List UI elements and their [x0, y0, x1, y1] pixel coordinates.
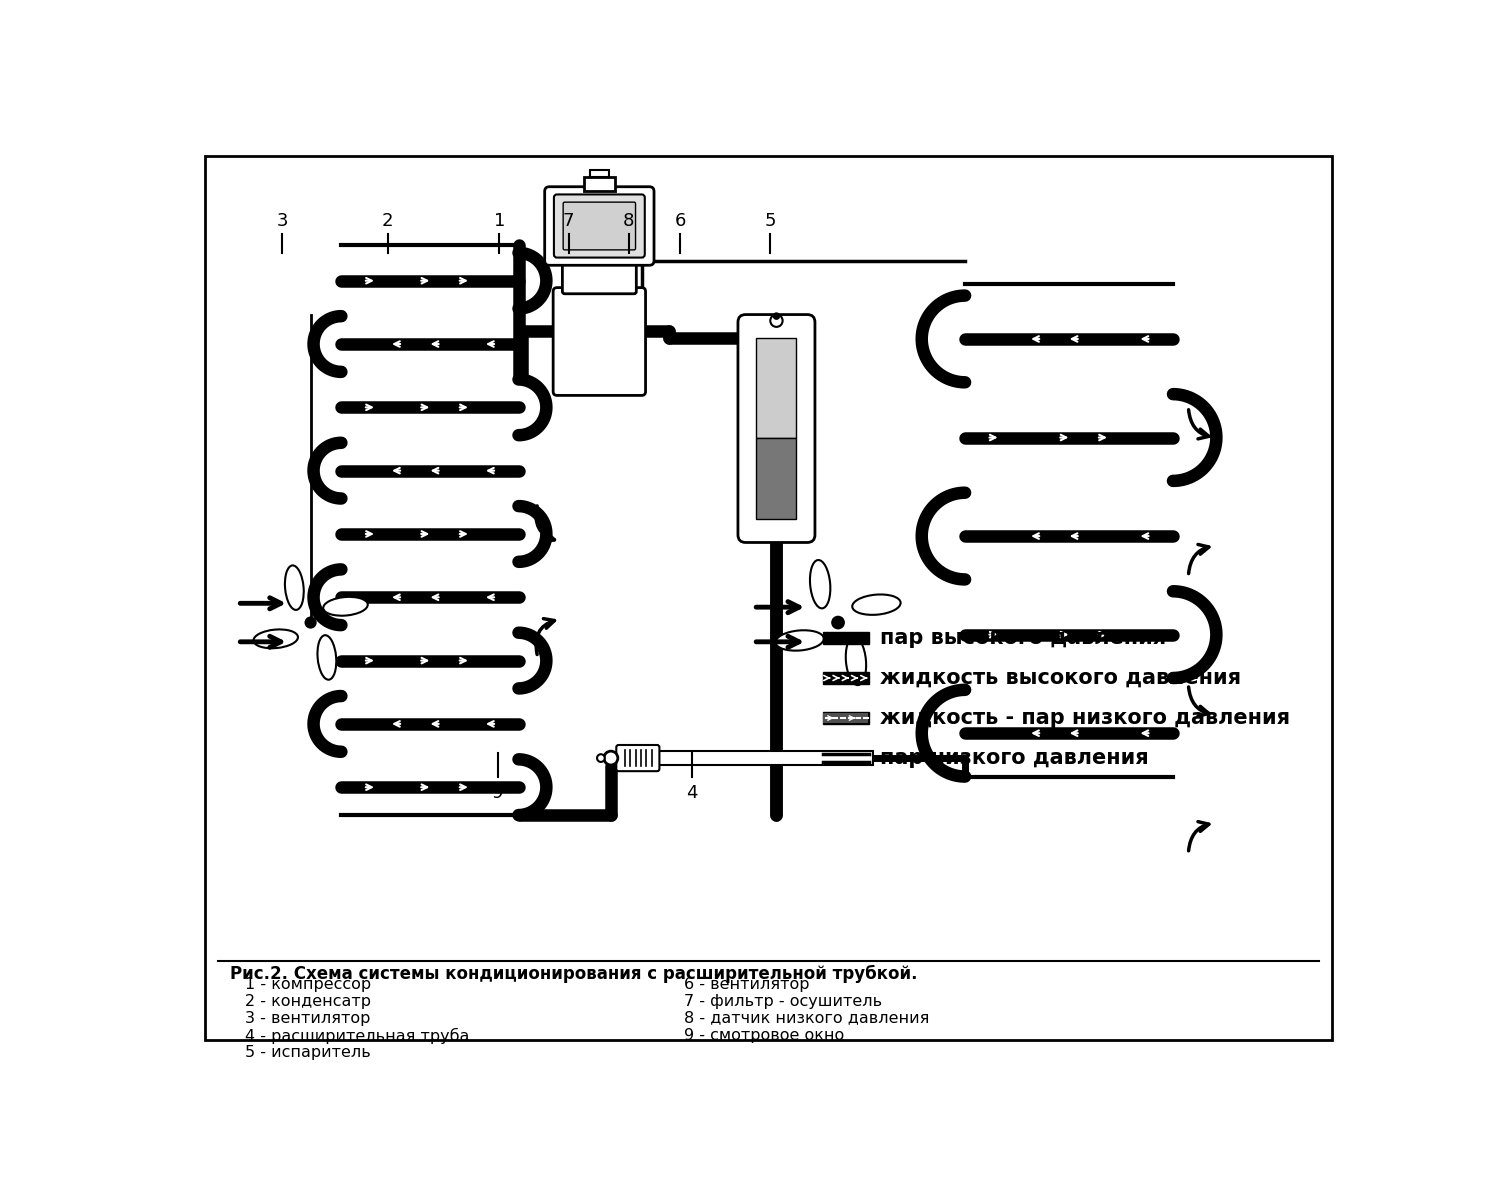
- Text: 3: 3: [276, 212, 288, 230]
- Text: 8: 8: [622, 212, 634, 230]
- FancyBboxPatch shape: [738, 315, 815, 542]
- Ellipse shape: [810, 560, 831, 609]
- Ellipse shape: [776, 630, 824, 651]
- Ellipse shape: [254, 630, 298, 648]
- Text: 1: 1: [494, 212, 506, 230]
- Text: 1 - компрессор: 1 - компрессор: [244, 977, 372, 992]
- FancyBboxPatch shape: [562, 258, 636, 294]
- Text: 4: 4: [686, 784, 698, 803]
- Bar: [657, 751, 873, 765]
- Text: пар низкого давления: пар низкого давления: [879, 748, 1149, 768]
- Text: 7 - фильтр - осушитель: 7 - фильтр - осушитель: [684, 993, 882, 1009]
- Bar: [756, 438, 796, 520]
- Text: 9: 9: [492, 784, 504, 803]
- Circle shape: [597, 754, 604, 762]
- Ellipse shape: [322, 597, 368, 616]
- Text: Рис.2. Схема системы кондиционирования с расширительной трубкой.: Рис.2. Схема системы кондиционирования с…: [230, 965, 916, 984]
- Circle shape: [774, 313, 780, 320]
- Text: 9 - смотровое окно: 9 - смотровое окно: [684, 1028, 844, 1043]
- Bar: [584, 178, 615, 192]
- Circle shape: [304, 617, 316, 628]
- Circle shape: [771, 315, 783, 327]
- Ellipse shape: [846, 637, 865, 686]
- Bar: [590, 169, 609, 178]
- Text: 5: 5: [765, 212, 776, 230]
- Ellipse shape: [285, 566, 303, 610]
- Text: 8 - датчик низкого давления: 8 - датчик низкого давления: [684, 1011, 930, 1025]
- Text: пар высокого давления: пар высокого давления: [879, 628, 1166, 648]
- Text: 2 - конденсатр: 2 - конденсатр: [244, 993, 370, 1009]
- FancyBboxPatch shape: [554, 288, 645, 395]
- FancyBboxPatch shape: [562, 202, 636, 250]
- Text: 4 - расширительная труба: 4 - расширительная труба: [244, 1028, 470, 1044]
- Text: жидкость - пар низкого давления: жидкость - пар низкого давления: [879, 708, 1290, 728]
- Text: жидкость высокого давления: жидкость высокого давления: [879, 668, 1240, 688]
- Text: 3 - вентилятор: 3 - вентилятор: [244, 1011, 370, 1025]
- Bar: [756, 337, 796, 438]
- Bar: [822, 712, 868, 725]
- Text: 6: 6: [675, 212, 686, 230]
- Text: 6 - вентилятор: 6 - вентилятор: [684, 977, 810, 992]
- Text: 5 - испаритель: 5 - испаритель: [244, 1044, 370, 1060]
- Text: 7: 7: [562, 212, 574, 230]
- Ellipse shape: [852, 594, 900, 614]
- FancyBboxPatch shape: [554, 194, 645, 258]
- Text: 2: 2: [382, 212, 393, 230]
- FancyBboxPatch shape: [544, 187, 654, 265]
- Bar: [824, 713, 868, 723]
- FancyBboxPatch shape: [616, 745, 660, 771]
- Circle shape: [833, 617, 844, 629]
- Ellipse shape: [318, 635, 336, 680]
- Bar: [822, 632, 868, 644]
- Circle shape: [604, 751, 618, 765]
- Bar: [822, 671, 868, 684]
